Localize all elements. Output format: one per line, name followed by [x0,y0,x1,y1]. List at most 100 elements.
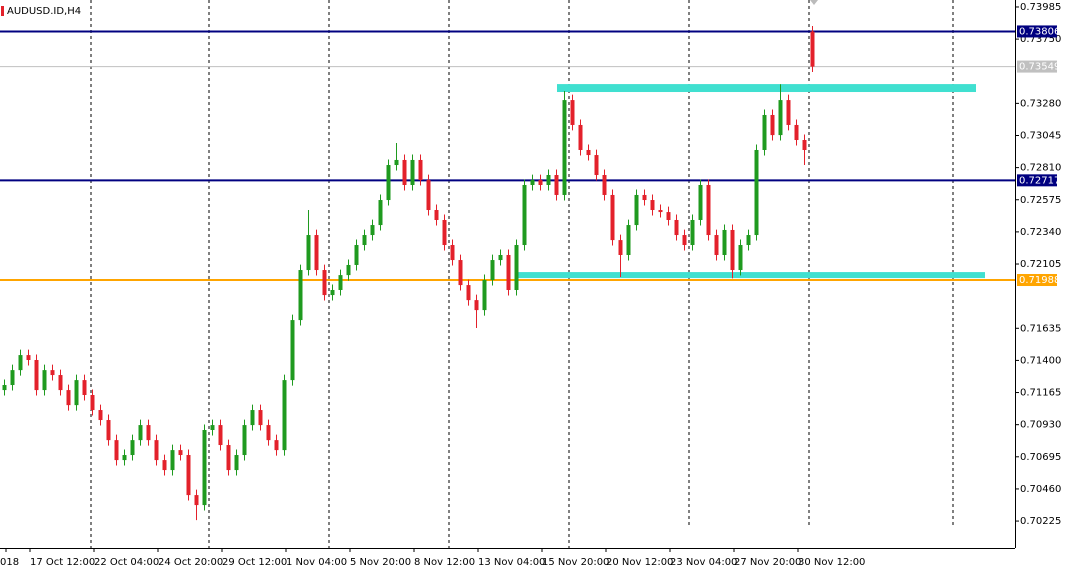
candle-body [730,229,735,271]
candle-body [418,159,423,181]
candles [2,25,815,521]
candle-body [450,245,455,261]
candle-body [274,440,279,451]
candle-body [434,210,439,220]
candle-body [626,225,631,255]
level-label-box [1017,60,1057,73]
candle-body [578,124,583,150]
candle-body [58,375,63,391]
level-label: 0.72717 [1019,175,1060,186]
candle-body [298,270,303,321]
y-tick-label: 0.72810 [1020,163,1061,174]
y-tick-label: 0.71165 [1020,388,1061,399]
candle-body [50,370,55,376]
candle-body [10,370,15,386]
candle-body [394,159,399,166]
candle-body [786,100,791,125]
y-tick-label: 0.70695 [1020,452,1061,463]
x-tick-label: 8 Nov 12:00 [414,557,475,568]
candle-body [674,219,679,236]
candle-body [666,212,671,220]
candle-body [722,229,727,255]
candle-body [226,445,231,471]
candle-body [706,184,711,236]
candle-body [162,460,167,471]
level-label: 0.71988 [1019,275,1060,286]
candle-body [602,175,607,195]
chart-title: AUDUSD.ID,H4 [7,6,81,17]
candle-body [810,31,815,67]
candle-body [266,425,271,441]
candle-body [714,235,719,255]
candle-body [2,385,7,391]
candle-body [690,219,695,246]
candle-body [194,495,199,506]
y-tick-label: 0.73045 [1020,130,1061,141]
candle-body [90,395,95,411]
zone [517,272,985,279]
candle-body [26,355,31,361]
candle-body [642,194,647,201]
candle-body [42,370,47,391]
candle-body [186,455,191,496]
candle-body [98,410,103,421]
zone [557,84,976,93]
candle-body [634,194,639,226]
y-tick-label: 0.72340 [1020,227,1061,238]
candle-body [34,360,39,391]
candle-body [106,420,111,441]
candle-body [522,184,527,246]
candle-body [546,175,551,185]
candle-body [482,280,487,311]
candle-body [594,155,599,176]
candle-body [402,159,407,185]
x-tick-label: 5 Nov 20:00 [350,557,411,568]
candle-body [426,180,431,211]
candle-body [682,235,687,246]
candle-body [18,355,23,371]
x-tick-label: 13 Nov 04:00 [478,557,545,568]
candle-body [338,275,343,290]
symbol-icon [1,6,4,16]
y-tick-label: 0.70460 [1020,484,1061,495]
level-label: 0.73549 [1019,62,1060,73]
candle-body [282,380,287,451]
candle-body [170,450,175,471]
candle-body [778,100,783,136]
x-tick-label: 24 Oct 20:00 [158,557,223,568]
candle-body [258,410,263,426]
y-tick-label: 0.70225 [1020,516,1061,527]
candle-body [138,425,143,441]
candle-body [746,235,751,246]
x-tick-label: 018 [0,557,19,568]
candle-body [346,264,351,276]
candle-body [474,300,479,311]
x-tick-label: 29 Oct 12:00 [222,557,287,568]
candle-body [354,245,359,265]
candle-body [82,380,87,396]
candle-body [146,425,151,441]
candle-body [202,430,207,506]
candle-body [770,114,775,136]
y-tick-label: 0.71400 [1020,355,1061,366]
candle-body [586,149,591,156]
candle-body [386,165,391,201]
candle-body [330,289,335,296]
candle-body [458,260,463,286]
candle-body [802,140,807,150]
candle-body [538,180,543,185]
candle-body [466,285,471,301]
y-tick-label: 0.71635 [1020,323,1061,334]
candle-body [698,184,703,220]
y-tick-label: 0.72575 [1020,195,1061,206]
x-tick-label: 27 Nov 20:00 [734,557,801,568]
candle-body [242,425,247,456]
level-label-box [1017,25,1057,38]
x-tick-label: 22 Oct 04:00 [94,557,159,568]
candle-body [122,455,127,461]
y-tick-label: 0.70930 [1020,420,1061,431]
candle-body [218,425,223,446]
x-tick-label: 30 Nov 12:00 [798,557,865,568]
